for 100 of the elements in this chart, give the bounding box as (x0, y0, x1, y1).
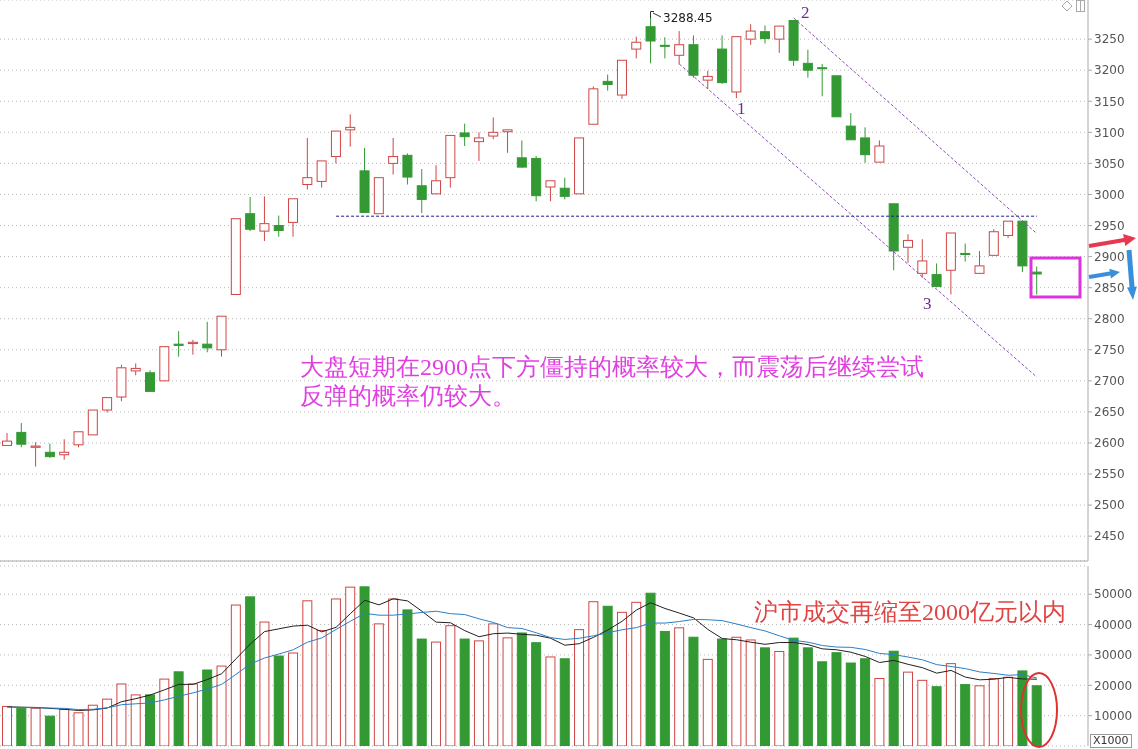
candlestick (245, 196, 256, 232)
y-tick-label: 2750 (1094, 343, 1125, 358)
candlestick (845, 112, 856, 141)
y-tick-label: 2500 (1094, 498, 1125, 513)
candlestick (802, 49, 813, 79)
y-tick-label: 2550 (1094, 467, 1125, 482)
candlestick (988, 228, 999, 256)
y-tick-label: 20000 (1094, 678, 1133, 693)
candlestick (445, 134, 456, 189)
bar (602, 605, 613, 746)
bar (688, 636, 699, 746)
candlestick (688, 34, 699, 79)
candlestick (574, 137, 585, 195)
bar (330, 598, 341, 746)
y-tick-label: 3150 (1094, 94, 1125, 109)
candlestick (774, 25, 785, 54)
y-tick-label: 3000 (1094, 187, 1125, 202)
annotation: 3288.45 (663, 11, 713, 25)
bar (116, 683, 127, 746)
candlestick (759, 24, 770, 44)
candlestick (888, 203, 899, 271)
candlestick (902, 233, 913, 264)
bar (845, 662, 856, 746)
bar (187, 683, 198, 746)
bar (817, 661, 828, 746)
bar (659, 630, 670, 746)
y-tick-label: 2900 (1094, 249, 1125, 264)
bar (874, 678, 885, 746)
bar (588, 601, 599, 746)
bar (73, 712, 84, 746)
candlestick (616, 59, 627, 100)
candlestick (1003, 220, 1014, 239)
candlestick (359, 147, 370, 213)
bar (1031, 685, 1042, 746)
bar (345, 586, 356, 746)
bar (316, 630, 327, 746)
bar (860, 658, 871, 746)
y-tick-label: 3200 (1094, 63, 1125, 78)
bar (731, 636, 742, 746)
bar (988, 678, 999, 746)
candlestick (159, 346, 170, 382)
candlestick (588, 85, 599, 125)
bar (102, 698, 113, 746)
bar (445, 625, 456, 746)
y-tick-label: 2700 (1094, 374, 1125, 389)
bar (230, 604, 241, 746)
y-tick-label: 3250 (1094, 32, 1125, 47)
bar (245, 596, 256, 746)
candlestick (931, 262, 942, 287)
candlestick (288, 198, 299, 238)
bar (87, 704, 98, 746)
candlestick (216, 315, 227, 358)
candlestick (373, 177, 384, 215)
bar (945, 663, 956, 746)
candlestick (145, 369, 156, 392)
candlestick (416, 168, 427, 214)
bar (931, 686, 942, 746)
candlestick (187, 339, 198, 356)
bar (917, 679, 928, 746)
candlestick (388, 137, 399, 176)
bar (902, 671, 913, 746)
y-tick-label: 2650 (1094, 405, 1125, 420)
y-tick-label: 2850 (1094, 280, 1125, 295)
bar (488, 623, 499, 746)
bar (459, 638, 470, 746)
bar (631, 601, 642, 746)
bar (788, 637, 799, 746)
bar (960, 684, 971, 746)
candlestick (330, 130, 341, 164)
candlestick (259, 195, 270, 242)
bar (30, 707, 41, 746)
y-tick-label: 3050 (1094, 156, 1125, 171)
bar (59, 708, 70, 746)
bar (531, 642, 542, 746)
bar (388, 598, 399, 746)
bar (831, 652, 842, 746)
candlestick (273, 215, 284, 238)
candlestick (974, 250, 985, 274)
bar (130, 694, 141, 746)
bar (173, 671, 184, 746)
bar (745, 639, 756, 746)
candlestick (316, 160, 327, 189)
bar (159, 678, 170, 746)
bar (473, 640, 484, 746)
annotation: 3 (923, 294, 932, 314)
bar (574, 629, 585, 746)
candlestick (960, 243, 971, 263)
bar (259, 621, 270, 746)
bar (545, 656, 556, 746)
candlestick (230, 218, 241, 295)
bar (44, 715, 55, 746)
bar (516, 632, 527, 746)
candlestick (945, 232, 956, 295)
y-tick-label: 50000 (1094, 587, 1133, 602)
bar (502, 637, 513, 746)
y-tick-label: 2950 (1094, 218, 1125, 233)
bar (702, 658, 713, 746)
y-tick-label: 3100 (1094, 125, 1125, 140)
candlestick (44, 443, 55, 458)
bar (616, 611, 627, 746)
